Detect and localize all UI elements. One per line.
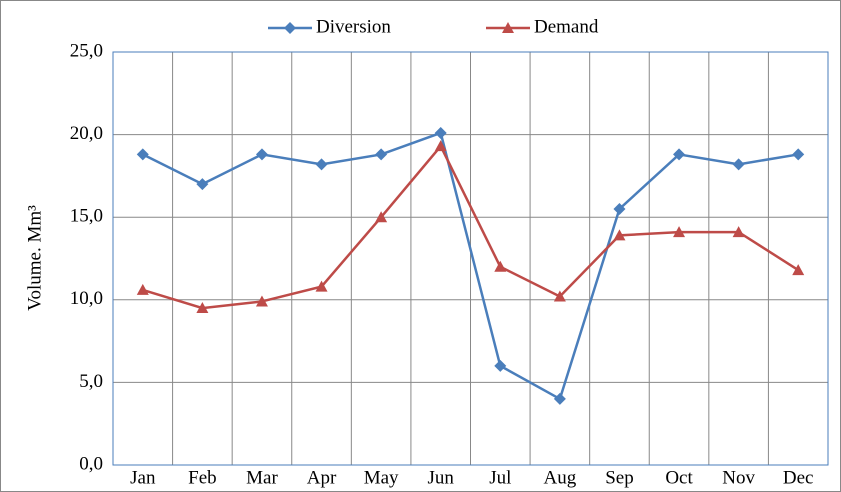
marker xyxy=(434,140,447,152)
marker xyxy=(315,280,328,292)
marker xyxy=(196,178,209,191)
marker xyxy=(732,158,745,171)
y-tick-label: 20,0 xyxy=(70,123,103,144)
marker xyxy=(255,295,268,307)
marker xyxy=(196,302,209,314)
y-tick-label: 5,0 xyxy=(79,371,103,392)
marker xyxy=(375,211,388,223)
series-line xyxy=(142,131,799,401)
marker xyxy=(553,290,566,302)
y-axis-label: Volume. Mm³ xyxy=(24,205,45,311)
x-tick-label: Dec xyxy=(783,467,814,488)
x-tick-label: Feb xyxy=(188,467,217,488)
y-tick-label: 0,0 xyxy=(79,453,103,474)
marker xyxy=(375,148,388,161)
series-line xyxy=(142,143,799,310)
marker xyxy=(732,226,745,238)
marker xyxy=(553,392,566,405)
x-tick-label: Jul xyxy=(489,467,511,488)
marker xyxy=(613,229,626,241)
marker xyxy=(315,158,328,171)
legend-marker xyxy=(284,22,296,34)
x-tick-label: Nov xyxy=(722,467,755,488)
legend-label: Diversion xyxy=(316,16,391,37)
marker xyxy=(792,264,805,276)
y-tick-label: 15,0 xyxy=(70,206,103,227)
marker xyxy=(434,126,447,139)
x-tick-label: Sep xyxy=(605,467,634,488)
marker xyxy=(494,359,507,372)
y-tick-label: 10,0 xyxy=(70,288,103,309)
marker xyxy=(136,148,149,161)
marker xyxy=(673,226,686,238)
x-tick-label: Jun xyxy=(428,467,455,488)
marker xyxy=(494,260,507,272)
y-tick-label: 25,0 xyxy=(70,40,103,61)
marker xyxy=(792,148,805,161)
x-tick-label: Mar xyxy=(246,467,278,488)
x-tick-label: Jan xyxy=(130,467,156,488)
marker xyxy=(673,148,686,161)
legend-marker xyxy=(502,22,514,33)
marker xyxy=(255,148,268,161)
x-tick-label: Apr xyxy=(307,467,337,488)
plot-frame xyxy=(112,51,829,466)
marker xyxy=(136,283,149,295)
x-tick-label: Oct xyxy=(665,467,693,488)
x-tick-label: May xyxy=(364,467,399,488)
marker xyxy=(613,202,626,215)
x-tick-label: Aug xyxy=(544,467,577,488)
legend-label: Demand xyxy=(534,16,599,37)
